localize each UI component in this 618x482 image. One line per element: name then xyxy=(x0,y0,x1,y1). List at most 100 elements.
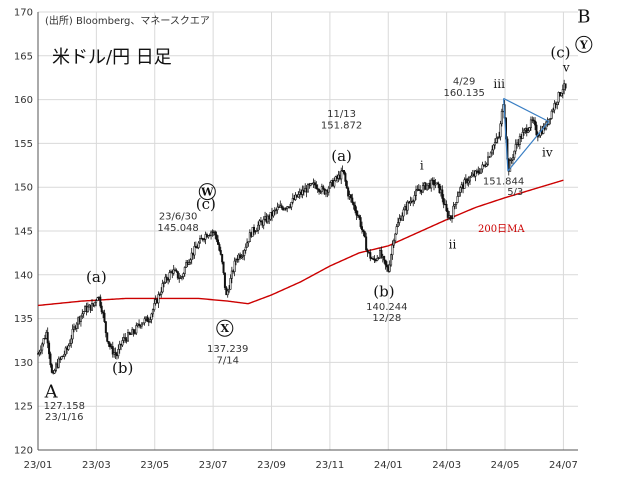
price-candle xyxy=(446,210,449,218)
wave-label: ii xyxy=(449,238,457,252)
wave-label: v xyxy=(562,61,570,75)
price-annotation: 137.239 xyxy=(207,344,248,355)
price-candle xyxy=(463,179,466,189)
price-candle xyxy=(467,180,470,184)
price-candle xyxy=(413,195,416,202)
price-candle xyxy=(560,92,563,97)
ma-label: 200日MA xyxy=(478,224,525,235)
price-candle xyxy=(215,234,218,241)
price-candle xyxy=(150,313,153,320)
price-candle xyxy=(320,186,323,193)
price-candle xyxy=(480,168,483,174)
y-tick-label: 160 xyxy=(14,95,33,106)
price-candle xyxy=(67,345,70,350)
price-candle xyxy=(135,325,138,334)
price-candle xyxy=(290,201,293,208)
wave-label: B xyxy=(577,7,590,28)
price-candle xyxy=(179,277,182,279)
source-note: (出所) Bloomberg、マネースクエア xyxy=(45,14,210,27)
price-candle xyxy=(380,250,383,258)
price-candle xyxy=(432,180,435,186)
price-candle xyxy=(68,343,71,347)
price-candle xyxy=(492,144,495,151)
price-candle xyxy=(528,127,531,131)
x-tick-label: 23/07 xyxy=(199,460,228,471)
price-candle xyxy=(549,118,552,120)
price-candle xyxy=(486,156,489,165)
price-candle xyxy=(229,278,232,290)
price-candle xyxy=(210,231,213,236)
price-candle xyxy=(470,175,473,178)
price-candle xyxy=(196,247,199,249)
circled-wave-badge xyxy=(216,319,234,337)
price-candle xyxy=(542,125,545,134)
price-annotation: 7/14 xyxy=(216,355,238,366)
price-candle xyxy=(243,250,246,256)
price-candle xyxy=(384,259,387,266)
price-candle xyxy=(57,358,60,368)
price-candle xyxy=(474,170,477,177)
price-candle xyxy=(95,300,98,303)
price-candle xyxy=(132,329,135,334)
triangle-lower-line xyxy=(507,121,550,172)
price-candle xyxy=(46,332,49,344)
price-candle xyxy=(459,187,462,193)
price-candle xyxy=(365,236,368,251)
price-candle xyxy=(50,364,53,373)
price-candle xyxy=(102,311,105,314)
price-annotation: 145.048 xyxy=(157,223,198,234)
price-candle xyxy=(121,340,124,346)
price-candle xyxy=(96,297,99,301)
x-tick-label: 24/07 xyxy=(549,460,578,471)
price-candle xyxy=(189,259,192,263)
price-candle xyxy=(42,338,45,345)
price-candle xyxy=(496,137,499,139)
x-tick-label: 23/03 xyxy=(82,460,111,471)
price-candle xyxy=(223,272,226,288)
circled-wave-label: Y xyxy=(579,38,588,51)
price-candle xyxy=(153,303,156,310)
price-candle xyxy=(322,186,325,190)
price-candle xyxy=(556,101,559,105)
price-candle xyxy=(197,242,200,248)
price-candle xyxy=(247,241,250,244)
price-candle xyxy=(114,352,117,355)
price-candle xyxy=(157,294,160,304)
x-tick-label: 23/11 xyxy=(315,460,344,471)
price-candle xyxy=(257,224,260,231)
price-candle xyxy=(240,256,243,259)
price-candle xyxy=(49,353,52,366)
x-axis-ticks: 23/01 23/03 23/05 23/07 23/09 23/11 24/01 24/03… xyxy=(24,460,578,471)
price-candle xyxy=(532,119,535,122)
price-candle xyxy=(557,92,560,103)
price-candle xyxy=(421,185,424,193)
price-candle xyxy=(41,343,44,351)
price-candle xyxy=(535,124,538,136)
price-candle xyxy=(518,136,521,145)
price-candle xyxy=(124,337,127,340)
wave-label: (a) xyxy=(331,147,352,165)
price-candle xyxy=(442,198,445,205)
price-candle xyxy=(143,318,146,324)
price-candle xyxy=(316,188,319,190)
price-candle xyxy=(93,301,96,306)
price-candle xyxy=(438,183,441,194)
price-candle xyxy=(493,142,496,146)
price-candle xyxy=(246,242,249,248)
price-candle xyxy=(254,231,257,233)
price-candle xyxy=(104,321,107,334)
price-annotation: 4/29 xyxy=(453,77,475,88)
wave-label: i xyxy=(420,159,424,173)
x-tick-label: 23/01 xyxy=(24,460,53,471)
price-candle xyxy=(60,356,63,360)
price-candle xyxy=(244,246,247,251)
wave-label: A xyxy=(44,381,59,402)
price-candle xyxy=(437,182,440,185)
price-candle xyxy=(385,264,388,268)
price-candle xyxy=(366,249,369,253)
price-candle xyxy=(172,269,175,274)
price-candle xyxy=(297,194,300,198)
price-annotation: 151.872 xyxy=(321,121,362,132)
